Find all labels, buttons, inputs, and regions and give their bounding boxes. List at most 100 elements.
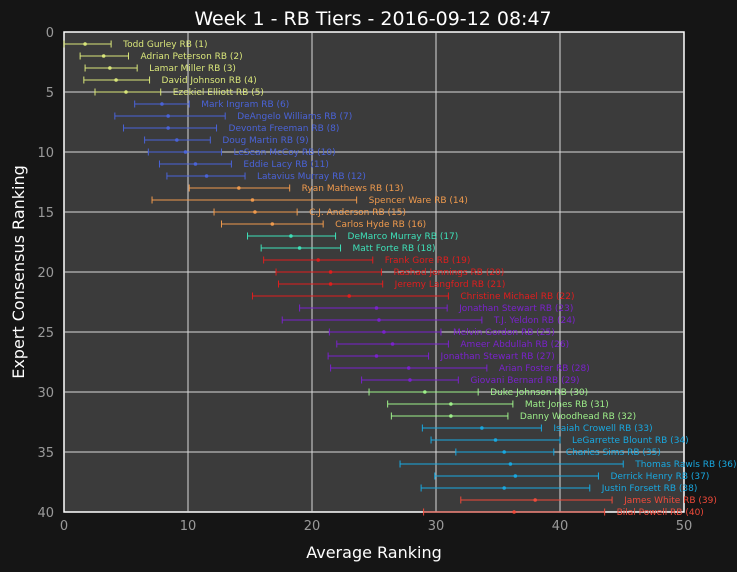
x-axis-title: Average Ranking bbox=[306, 543, 442, 562]
point-label: Doug Martin RB (9) bbox=[222, 136, 308, 146]
x-tick-label: 10 bbox=[180, 519, 197, 534]
point-label: Carlos Hyde RB (16) bbox=[335, 220, 426, 230]
data-point bbox=[289, 234, 293, 238]
point-label: Isaiah Crowell RB (33) bbox=[553, 424, 652, 434]
point-label: Jeremy Langford RB (21) bbox=[394, 280, 506, 290]
point-label: C.J. Anderson RB (15) bbox=[309, 208, 406, 218]
data-point bbox=[328, 270, 333, 274]
y-tick-label: 30 bbox=[37, 386, 54, 401]
data-point bbox=[166, 114, 170, 118]
point-label: Justin Forsett RB (38) bbox=[601, 484, 698, 494]
point-label: Devonta Freeman RB (8) bbox=[229, 124, 340, 134]
data-point bbox=[512, 510, 516, 514]
point-label: Giovani Bernard RB (29) bbox=[470, 376, 579, 386]
point-label: Arian Foster RB (28) bbox=[499, 364, 590, 374]
point-label: Thomas Rawls RB (36) bbox=[634, 460, 736, 470]
point-label: Adrian Peterson RB (2) bbox=[140, 52, 242, 62]
point-label: Ryan Mathews RB (13) bbox=[302, 184, 404, 194]
data-point bbox=[101, 54, 106, 58]
point-label: T.J. Yeldon RB (24) bbox=[493, 316, 576, 326]
data-point bbox=[502, 486, 507, 490]
point-label: Todd Gurley RB (1) bbox=[122, 40, 207, 50]
data-point bbox=[502, 450, 507, 454]
x-tick-label: 0 bbox=[60, 519, 68, 534]
point-label: Jonathan Stewart RB (23) bbox=[458, 304, 573, 314]
data-point bbox=[124, 90, 128, 94]
point-label: LeSean McCoy RB (10) bbox=[233, 148, 335, 158]
point-label: Melvin Gordon RB (25) bbox=[453, 328, 555, 338]
data-point bbox=[237, 186, 241, 190]
point-label: Christine Michael RB (22) bbox=[460, 292, 574, 302]
data-point bbox=[83, 42, 87, 46]
y-tick-label: 35 bbox=[37, 446, 54, 461]
data-point bbox=[493, 438, 498, 442]
data-point bbox=[408, 378, 412, 382]
data-point bbox=[382, 330, 386, 334]
point-label: DeMarco Murray RB (17) bbox=[348, 232, 459, 242]
point-label: Eddie Lacy RB (11) bbox=[243, 160, 328, 170]
point-label: Derrick Henry RB (37) bbox=[610, 472, 709, 482]
point-label: Mark Ingram RB (6) bbox=[201, 100, 289, 110]
y-tick-label: 25 bbox=[37, 326, 54, 341]
data-point bbox=[533, 498, 537, 502]
point-label: Bilal Powell RB (40) bbox=[617, 508, 704, 518]
data-point bbox=[108, 66, 112, 70]
point-label: Lamar Miller RB (3) bbox=[149, 64, 236, 74]
point-label: Spencer Ware RB (14) bbox=[369, 196, 468, 206]
data-point bbox=[423, 390, 427, 394]
data-point bbox=[250, 198, 255, 202]
data-point bbox=[297, 246, 302, 250]
data-point bbox=[374, 306, 379, 310]
data-point bbox=[513, 474, 518, 478]
chart-title: Week 1 - RB Tiers - 2016-09-12 08:47 bbox=[194, 8, 551, 30]
point-label: Danny Woodhead RB (32) bbox=[520, 412, 636, 422]
y-axis: 0 5 10 15 20 25 30 35 40 bbox=[37, 26, 54, 521]
y-tick-label: 10 bbox=[37, 146, 54, 161]
data-point bbox=[374, 354, 379, 358]
data-point bbox=[480, 426, 484, 430]
data-point bbox=[175, 138, 179, 142]
x-tick-label: 30 bbox=[428, 519, 445, 534]
point-label: Rashad Jennings RB (20) bbox=[393, 268, 504, 278]
data-point bbox=[270, 222, 275, 226]
data-point bbox=[160, 102, 164, 106]
point-label: DeAngelo Williams RB (7) bbox=[237, 112, 352, 122]
y-tick-label: 0 bbox=[46, 26, 54, 41]
point-label: Matt Forte RB (18) bbox=[353, 244, 436, 254]
data-point bbox=[193, 162, 198, 166]
data-point bbox=[449, 402, 453, 406]
data-point bbox=[204, 174, 209, 178]
y-tick-label: 20 bbox=[37, 266, 54, 281]
data-point bbox=[166, 126, 170, 130]
x-axis: 0 10 20 30 40 50 bbox=[60, 519, 692, 534]
y-tick-label: 40 bbox=[37, 506, 54, 521]
point-label: Frank Gore RB (19) bbox=[385, 256, 471, 266]
data-point bbox=[114, 78, 118, 82]
point-label: Ameer Abdullah RB (26) bbox=[460, 340, 569, 350]
data-point bbox=[406, 366, 411, 370]
x-tick-label: 40 bbox=[552, 519, 569, 534]
point-label: Jonathan Stewart RB (27) bbox=[440, 352, 555, 362]
data-point bbox=[316, 258, 321, 262]
y-tick-label: 5 bbox=[46, 86, 54, 101]
point-label: Duke Johnson RB (30) bbox=[490, 388, 588, 398]
data-points: Todd Gurley RB (1) Adrian Peterson RB (2)… bbox=[63, 40, 737, 518]
data-point bbox=[328, 282, 333, 286]
y-tick-label: 15 bbox=[37, 206, 54, 221]
data-point bbox=[377, 318, 381, 322]
point-label: James White RB (39) bbox=[623, 496, 717, 506]
data-point bbox=[347, 294, 352, 298]
point-label: Matt Jones RB (31) bbox=[525, 400, 609, 410]
point-label: LeGarrette Blount RB (34) bbox=[572, 436, 689, 446]
point-label: David Johnson RB (4) bbox=[162, 76, 257, 86]
data-point bbox=[449, 414, 453, 418]
y-axis-title: Expert Consensus Ranking bbox=[9, 165, 28, 379]
point-label: Latavius Murray RB (12) bbox=[257, 172, 366, 182]
x-tick-label: 50 bbox=[676, 519, 693, 534]
data-point bbox=[253, 210, 257, 214]
data-point bbox=[390, 342, 395, 346]
x-tick-label: 20 bbox=[304, 519, 321, 534]
point-label: Ezekiel Elliott RB (5) bbox=[173, 88, 264, 98]
data-point bbox=[508, 462, 513, 466]
